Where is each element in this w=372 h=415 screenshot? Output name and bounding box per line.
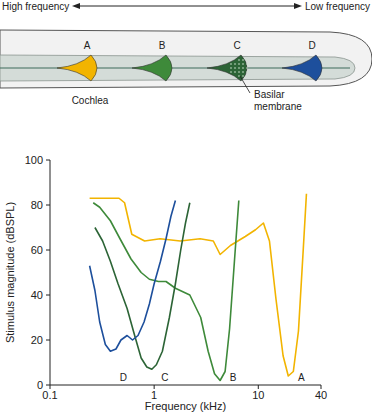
site-label: C (233, 40, 240, 51)
site-label: D (308, 40, 315, 51)
high-frequency-label: High frequency (2, 1, 69, 12)
texture-dot (234, 71, 236, 73)
texture-dot (238, 75, 240, 77)
y-tick-label: 100 (25, 154, 43, 166)
label-line: membrane (254, 101, 302, 112)
chart: 0204060801000.111040Frequency (kHz)Stimu… (4, 154, 327, 412)
membrane-vibration (282, 55, 322, 81)
cochlea-duct (0, 55, 355, 81)
curve-label: D (120, 372, 127, 383)
cochlea-tube (0, 30, 372, 88)
x-tick-label: 40 (315, 389, 327, 401)
label-line: Basilar (254, 89, 285, 100)
y-tick-label: 60 (31, 244, 43, 256)
frequency-arrow (76, 6, 298, 7)
curve-label: C (161, 372, 168, 383)
tuning-curve (90, 194, 307, 376)
texture-dot (238, 71, 240, 73)
membrane-vibration (57, 55, 97, 81)
y-tick-label: 20 (31, 334, 43, 346)
y-axis-title: Stimulus magnitude (dBSPL) (4, 202, 16, 343)
texture-dot (246, 63, 248, 65)
series-lines (90, 194, 307, 381)
membrane-vibration (132, 55, 172, 81)
y-tick (46, 385, 50, 386)
texture-dot (230, 67, 232, 69)
texture-dot (246, 75, 248, 77)
texture-dot (242, 71, 244, 73)
leader-line (240, 76, 250, 93)
tuning-curve (95, 203, 190, 370)
arrow-head (72, 3, 80, 9)
tuning-curve (90, 201, 176, 352)
arrow-head (294, 3, 302, 9)
figure: High frequency Low frequency A B C D Cochlea Ba… (0, 0, 372, 415)
x-axis (50, 385, 321, 386)
curve-label: B (230, 372, 237, 383)
texture-dot (242, 67, 244, 69)
y-tick-label: 80 (31, 199, 43, 211)
texture-dot (246, 59, 248, 61)
y-tick (46, 205, 50, 206)
cochlea-diagram: High frequency Low frequency A B C D Cochlea Ba… (0, 1, 372, 112)
y-tick (46, 160, 50, 161)
tuning-curve (93, 201, 239, 381)
y-tick (46, 295, 50, 296)
texture-dot (230, 71, 232, 73)
y-tick-label: 40 (31, 289, 43, 301)
texture-dot (242, 59, 244, 61)
y-axis (50, 160, 51, 385)
series-labels: A B C D (120, 372, 305, 383)
y-tick (46, 340, 50, 341)
texture-dot (246, 71, 248, 73)
texture-dot (234, 67, 236, 69)
x-axis-title: Frequency (kHz) (145, 400, 226, 412)
cochlea-label: Cochlea (72, 95, 109, 106)
y-tick (46, 250, 50, 251)
basilar-membrane-label: Basilarmembrane (254, 89, 302, 112)
texture-dot (238, 67, 240, 69)
texture-dot (230, 63, 232, 65)
x-tick-label: 10 (252, 389, 264, 401)
site-label: B (159, 40, 166, 51)
texture-dot (238, 63, 240, 65)
low-frequency-label: Low frequency (305, 1, 370, 12)
curve-label: A (298, 372, 305, 383)
x-tick-label: 0.1 (42, 389, 57, 401)
texture-dot (238, 59, 240, 61)
texture-dot (242, 63, 244, 65)
texture-dot (246, 67, 248, 69)
site-label: A (84, 40, 91, 51)
texture-dot (242, 75, 244, 77)
texture-dot (234, 63, 236, 65)
